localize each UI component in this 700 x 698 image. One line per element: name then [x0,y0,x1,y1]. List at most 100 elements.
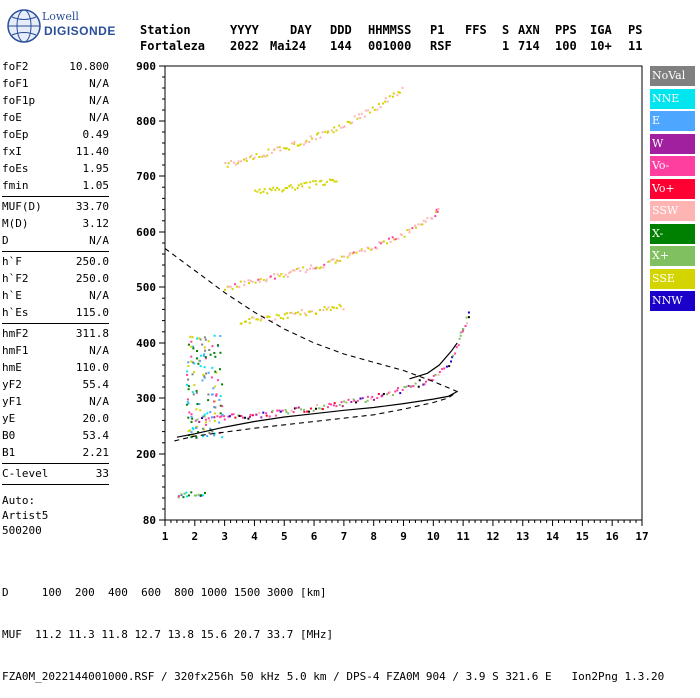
echo-point [315,313,318,316]
echo-point [364,109,367,112]
echo-point [185,491,188,494]
echo-point [193,362,196,365]
legend-item: E [650,111,695,131]
echo-point [229,285,232,288]
echo-point [297,267,300,270]
echo-point [204,357,207,360]
echo-point [464,324,467,327]
echo-point [277,314,280,317]
echo-point [191,336,194,339]
echo-point [303,312,306,315]
echo-point [360,112,363,115]
echo-point [250,154,253,157]
header-value: 1 [502,39,510,53]
echo-point [221,413,224,416]
echo-point [290,311,293,314]
x-tick-label: 16 [606,530,620,543]
echo-point [205,423,208,426]
echo-point [192,345,195,348]
chart-axes: 1 2 3 4 5 6 7 8 9 10 11 12 13 14 15 16 17802003004005006… [136,60,649,543]
echo-point [199,338,202,341]
param-value: 20.0 [82,412,110,425]
echo-point [371,106,374,109]
echo-point [249,279,252,282]
echo-point [205,421,208,424]
echo-point [459,331,462,334]
echo-point [285,147,288,150]
x-tick-label: 12 [486,530,499,543]
param-value: 55.4 [82,378,110,391]
echo-point [318,407,321,410]
echo-point [398,91,401,94]
echo-point [382,102,385,105]
echo-point [213,432,216,435]
echo-point [290,409,293,412]
echo-point [358,249,361,252]
echo-point [216,415,219,418]
echo-point [384,97,387,100]
param-value: 53.4 [82,429,110,442]
echo-point [191,427,194,430]
echo-point [413,224,416,227]
legend-item: SSE [650,268,695,289]
echo-point [268,315,271,318]
echo-point [248,321,251,324]
echo-point [188,411,191,414]
echo-point [324,130,327,133]
echo-point [234,163,237,166]
x-tick-label: 11 [457,530,471,543]
echo-point [345,401,348,404]
echo-point [262,190,265,193]
param-value: N/A [89,289,109,302]
echo-point [459,334,462,337]
echo-point [465,316,468,319]
param-name: fxI [2,145,22,158]
echo-point [341,405,344,408]
param-name: M(D) [2,217,29,230]
echo-point [309,407,312,410]
echo-point [373,108,376,111]
echo-point [355,251,358,254]
echo-point [262,411,265,414]
echo-point [332,258,335,261]
echo-point [391,95,394,98]
echo-point [281,190,284,193]
echo-point [196,403,199,406]
echo-point [251,316,254,319]
echo-point [461,330,464,333]
echo-point [443,367,446,370]
echo-point [328,178,331,181]
echo-point [256,318,259,321]
echo-point [234,283,237,286]
x-tick-label: 8 [370,530,377,543]
echo-point [332,404,335,407]
legend-item: NNW [650,291,695,311]
echo-point [204,356,207,359]
echo-point [367,247,370,250]
footer-muf-row: MUF 11.2 11.3 11.8 12.7 13.8 15.6 20.7 3… [2,628,334,641]
echo-point [381,394,384,397]
echo-point [267,148,270,151]
header-label: IGA [590,23,612,37]
echo-point [323,404,326,407]
echo-point [412,385,415,388]
echo-point [259,277,262,280]
echo-point [187,385,190,388]
echo-point [296,187,299,190]
echo-point [318,180,321,183]
echo-point [258,188,261,191]
echo-point [388,95,391,98]
x-tick-label: 3 [221,530,228,543]
echo-point [223,418,226,421]
echo-point [240,160,243,163]
echo-point [340,126,343,129]
echo-point [302,408,305,411]
echo-point [318,267,321,270]
separator [2,323,109,324]
echo-point [278,275,281,278]
echo-point [221,436,224,439]
echo-point [396,389,399,392]
echo-point [234,416,237,419]
param-row: foF1p N/A [2,92,109,109]
echo-point [297,184,300,187]
